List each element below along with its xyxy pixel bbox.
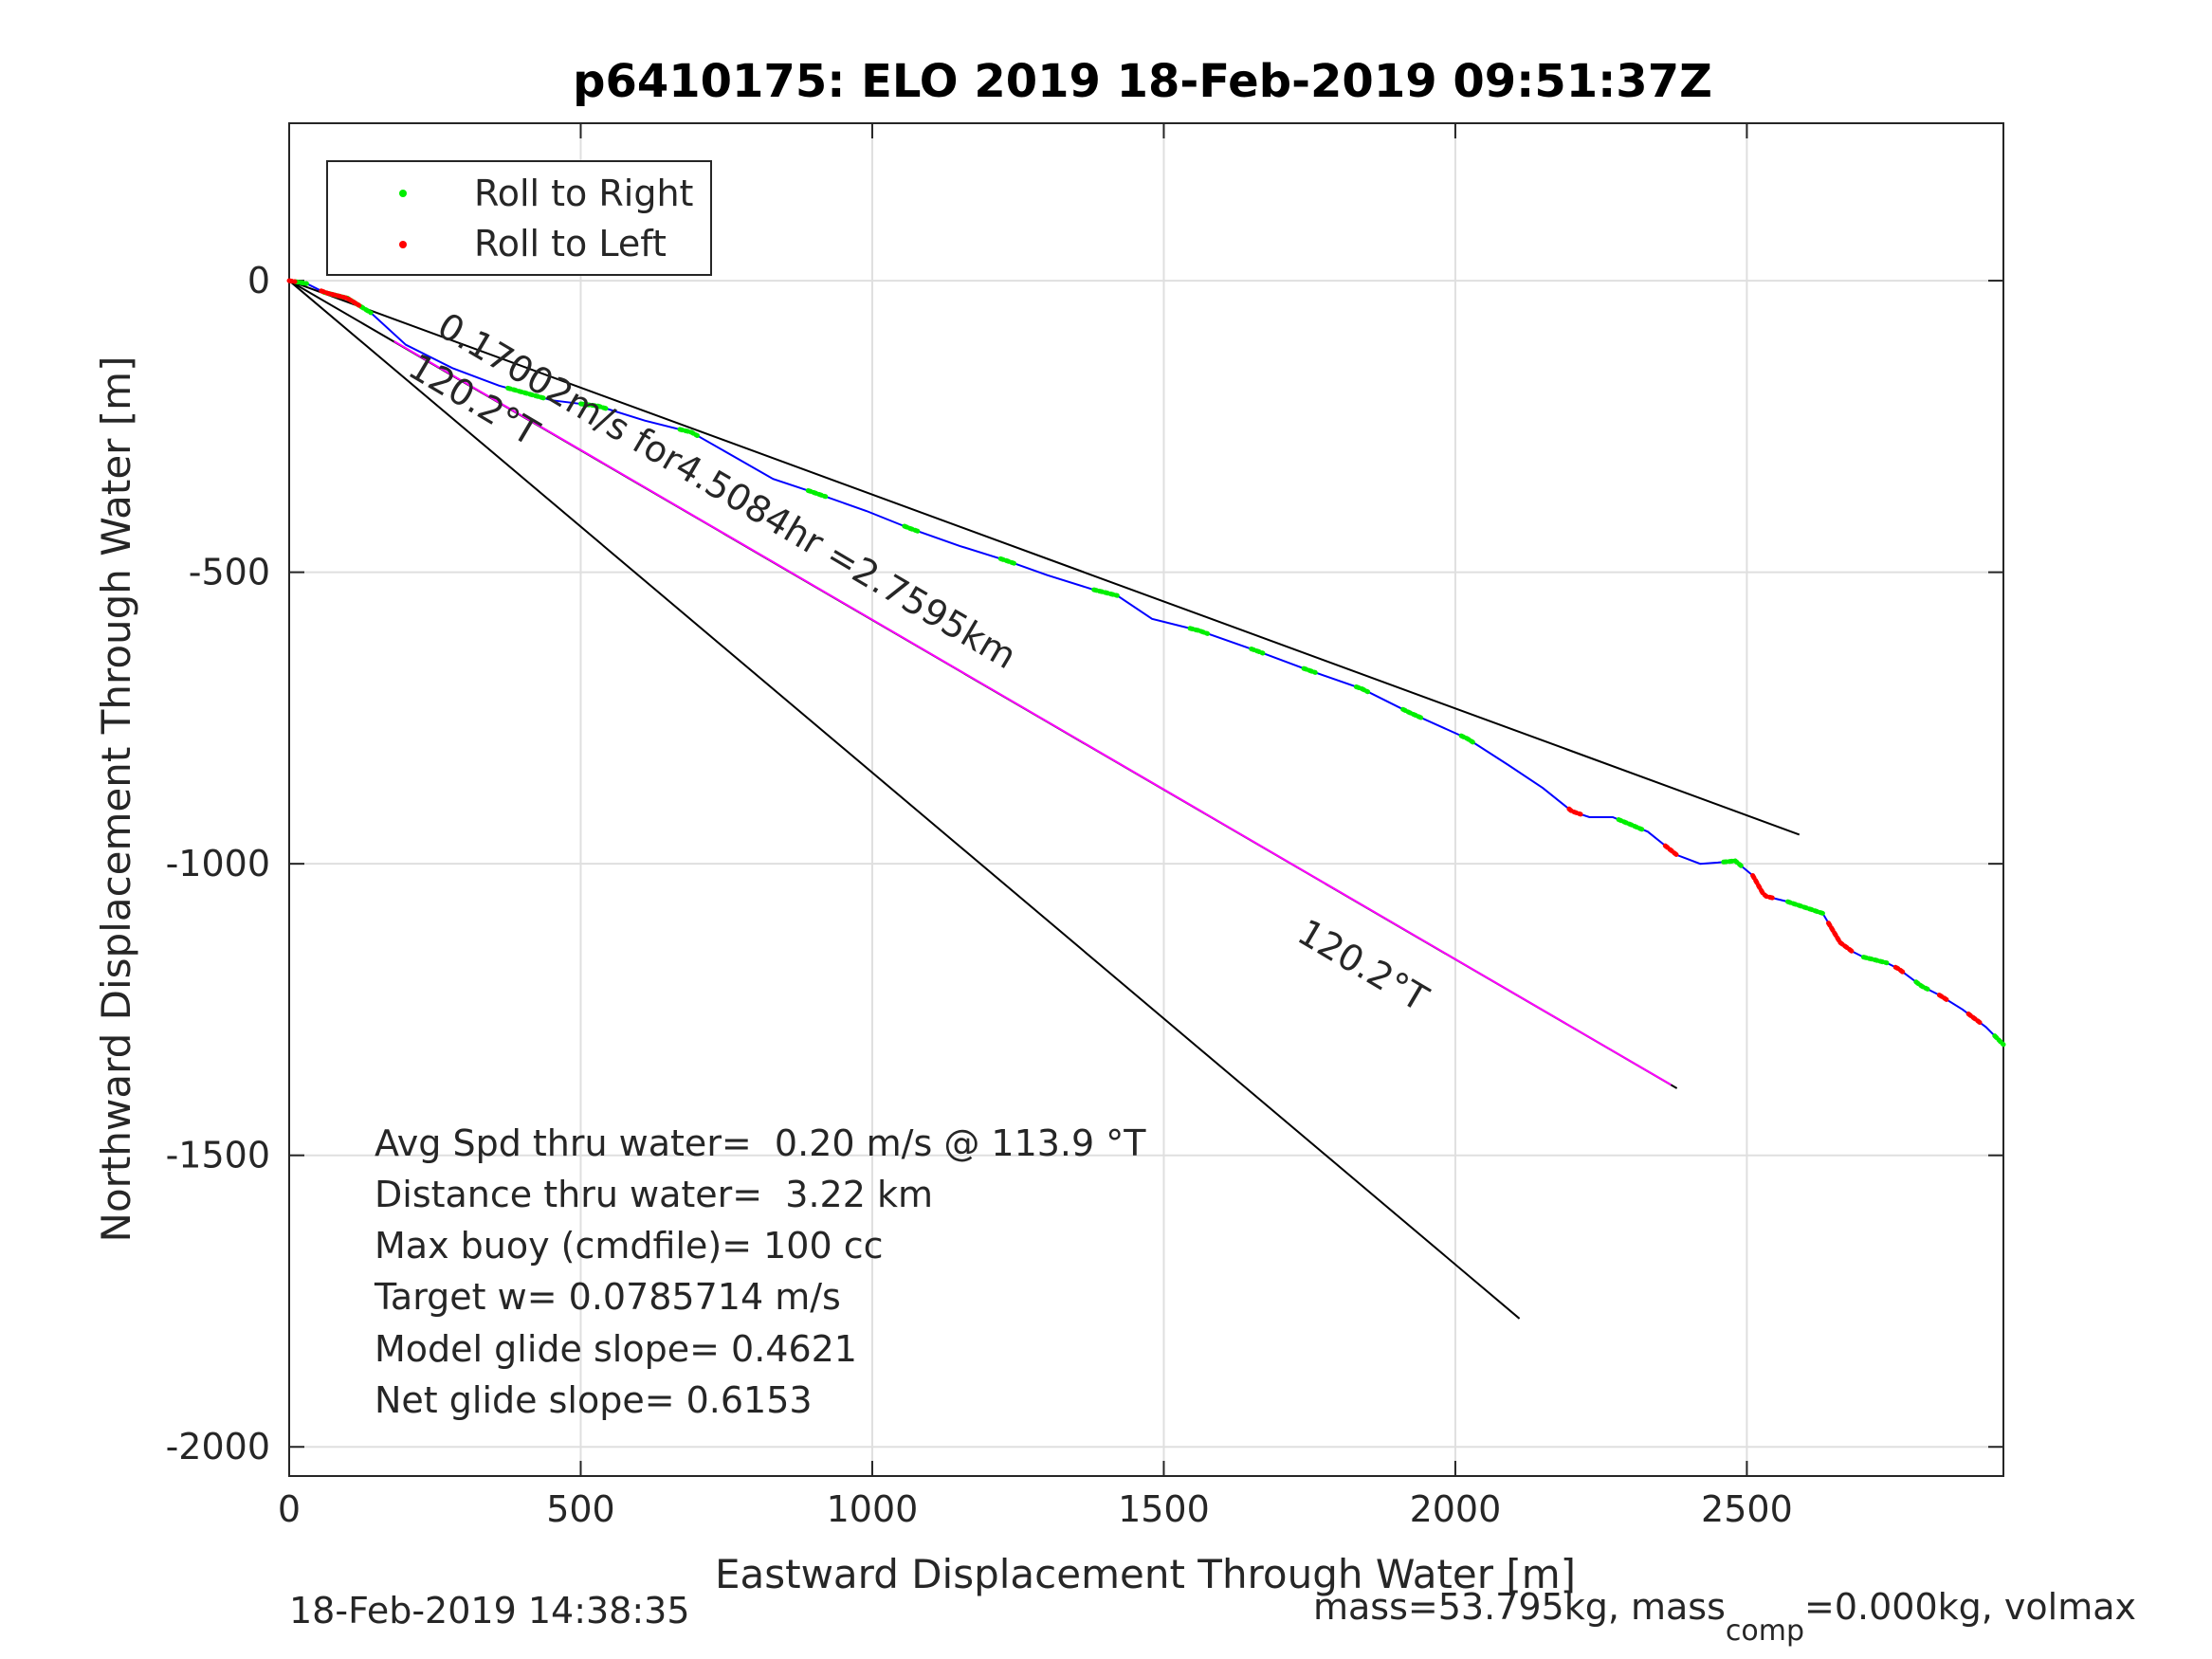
roll-right-segment xyxy=(677,427,700,438)
footer-mass-subscript: comp xyxy=(1726,1614,1804,1648)
stat-avg-speed: Avg Spd thru water= 0.20 m/s @ 113.9 °T xyxy=(375,1122,1146,1164)
stat-target-w: Target w= 0.0785714 m/s xyxy=(374,1276,841,1318)
roll-right-segment xyxy=(578,401,610,411)
roll-right-segment xyxy=(1860,955,1890,966)
stat-net-glide-slope: Net glide slope= 0.6153 xyxy=(375,1379,813,1421)
roll-left-segment xyxy=(1936,993,1951,1003)
plot-frame xyxy=(288,122,2004,1477)
roll-right-segment xyxy=(1091,587,1120,598)
reference-lines xyxy=(288,280,1801,1320)
legend-marker-roll-left xyxy=(399,241,407,248)
y-tick-label: -2000 xyxy=(166,1426,270,1468)
roll-left-segment xyxy=(1566,806,1583,817)
footer-mass-prefix: mass=53.795kg, mass xyxy=(1313,1586,1726,1628)
roll-right-segment xyxy=(1249,647,1266,656)
roll-right-segment xyxy=(1400,706,1426,721)
glider-track xyxy=(286,278,2006,1048)
roll-left-segment xyxy=(1826,921,1855,954)
footer-mass: mass=53.795kg, masscomp=0.000kg, volmax xyxy=(1313,1586,2136,1648)
roll-right-segment xyxy=(902,523,922,535)
legend-box xyxy=(326,160,712,276)
chart-title: p6410175: ELO 2019 18-Feb-2019 09:51:37Z xyxy=(573,55,1712,108)
roll-left-segment xyxy=(1662,843,1680,858)
roll-left-segment xyxy=(319,288,362,308)
roll-right-segment xyxy=(1785,899,1825,916)
footer-timestamp: 18-Feb-2019 14:38:35 xyxy=(289,1590,690,1632)
y-tick-label: -1000 xyxy=(166,843,270,884)
roll-right-segment xyxy=(1616,817,1645,832)
roll-right-segment xyxy=(1913,979,1930,992)
x-tick-label: 0 xyxy=(278,1488,301,1530)
roll-right-segment xyxy=(505,385,549,401)
y-tick-label: -500 xyxy=(189,552,270,593)
roll-right-segment xyxy=(1301,665,1318,675)
roll-right-segment xyxy=(1187,626,1211,636)
x-tick-label: 1500 xyxy=(1118,1488,1210,1530)
roll-right-segment xyxy=(1458,733,1475,745)
legend-label-roll-left: Roll to Left xyxy=(474,223,667,264)
roll-right-segment xyxy=(1992,1033,2006,1048)
stat-model-glide-slope: Model glide slope= 0.4621 xyxy=(375,1328,857,1370)
x-tick-label: 500 xyxy=(546,1488,615,1530)
roll-right-segment xyxy=(805,488,829,500)
roll-left-segment xyxy=(286,278,298,284)
roll-right-segment xyxy=(1721,858,1744,868)
legend-marker-roll-right xyxy=(399,190,407,197)
roll-right-segment xyxy=(1353,684,1371,695)
roll-left-segment xyxy=(1892,964,1907,975)
y-tick-label: 0 xyxy=(247,260,270,301)
y-tick-label: -1500 xyxy=(166,1135,270,1176)
reference-line-middle-overlay xyxy=(393,340,1672,1086)
stat-distance: Distance thru water= 3.22 km xyxy=(375,1174,933,1215)
roll-left-segment xyxy=(1750,873,1776,901)
reference-line-upper xyxy=(288,280,1801,836)
legend-label-roll-right: Roll to Right xyxy=(474,173,693,214)
y-axis-label: Northward Displacement Through Water [m] xyxy=(93,356,139,1243)
grid xyxy=(288,123,2003,1476)
reference-line-lower xyxy=(288,280,1521,1320)
footer-mass-suffix: =0.000kg, volmax xyxy=(1804,1586,2136,1628)
roll-right-segment xyxy=(997,556,1018,567)
x-tick-label: 1000 xyxy=(827,1488,919,1530)
stats-block: Avg Spd thru water= 0.20 m/s @ 113.9 °T … xyxy=(374,1122,1146,1421)
x-axis-label: Eastward Displacement Through Water [m] xyxy=(715,1551,1576,1597)
legend: Roll to Right Roll to Left xyxy=(326,160,712,276)
axis-ticks: 0 500 1000 1500 2000 2500 0 -500 -1000 -1500 -2000 xyxy=(166,123,2003,1530)
x-tick-label: 2500 xyxy=(1701,1488,1793,1530)
x-tick-label: 2000 xyxy=(1410,1488,1502,1530)
roll-left-segment xyxy=(1965,1012,1983,1026)
stat-max-buoy: Max buoy (cmdfile)= 100 cc xyxy=(375,1225,884,1267)
